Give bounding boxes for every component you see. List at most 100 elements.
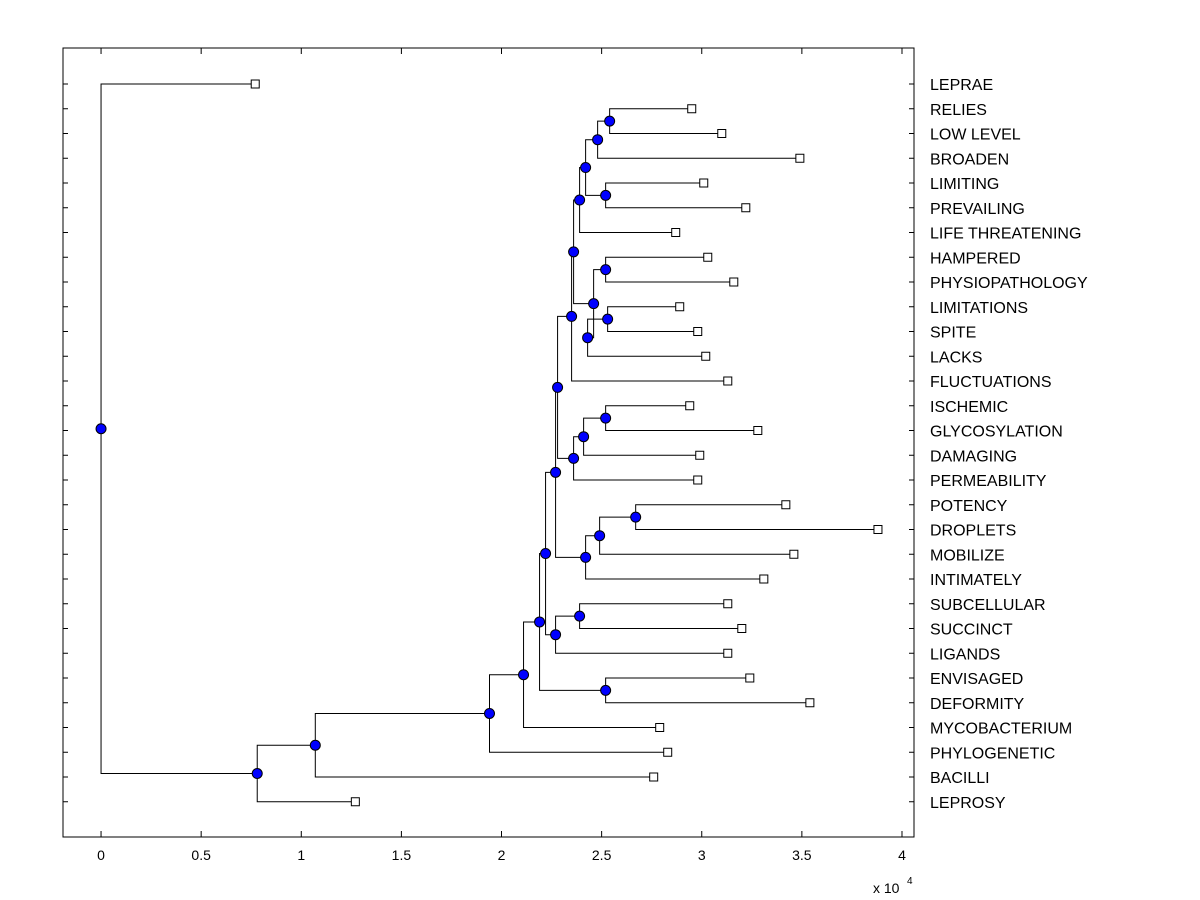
cluster-node (580, 551, 592, 563)
cluster-node (600, 189, 612, 201)
leaf-marker (723, 376, 733, 386)
cluster-node (594, 530, 606, 542)
dendrogram-link (599, 535, 794, 555)
cluster-node (588, 298, 600, 310)
leaf-marker (701, 351, 711, 361)
leaf-label: MYCOBACTERIUM (930, 721, 1072, 738)
leaf-marker (781, 500, 791, 510)
leaf-markers (250, 79, 883, 807)
cluster-node (484, 707, 496, 719)
leaf-marker (649, 772, 659, 782)
dendrogram-link (571, 316, 728, 382)
leaf-label: DROPLETS (930, 523, 1016, 540)
leaf-label: SUBCELLULAR (930, 597, 1046, 614)
leaf-marker (693, 327, 703, 336)
cluster-node (580, 162, 592, 174)
leaf-marker (350, 797, 360, 807)
dendrogram-link (256, 744, 316, 774)
x-tick-label: 1 (297, 847, 305, 863)
dendrogram-link (587, 318, 608, 338)
leaf-label: RELIES (930, 102, 987, 119)
cluster-node (574, 610, 586, 622)
leaf-label: ENVISAGED (930, 671, 1023, 688)
leaf-label: FLUCTUATIONS (930, 374, 1051, 391)
x-tick-labels: 0 0.5 1 1.5 2 2.5 3 3.5 4 (97, 847, 906, 863)
leaf-marker (693, 475, 703, 485)
dendrogram-link (314, 712, 490, 746)
leaf-marker (250, 79, 260, 89)
leaf-label: MOBILIZE (930, 547, 1005, 564)
dendrogram-link (599, 516, 636, 536)
cluster-node (604, 115, 616, 127)
dendrogram-link (597, 139, 800, 159)
dendrogram-link (573, 251, 594, 305)
dendrogram-link (539, 621, 606, 691)
leaf-label: DEFORMITY (930, 696, 1025, 713)
leaf-label: LEPROSY (930, 795, 1006, 812)
x-tick-label: 3.5 (792, 847, 812, 863)
leaf-marker (723, 599, 733, 609)
leaf-marker (789, 549, 799, 559)
leaf-label: BROADEN (930, 151, 1009, 168)
dendrogram-link (256, 773, 356, 803)
leaf-label: GLYCOSYLATION (930, 424, 1063, 441)
leaf-label: LOW LEVEL (930, 127, 1021, 144)
cluster-node (568, 246, 580, 258)
cluster-node (550, 466, 562, 478)
cluster-node (600, 264, 612, 276)
x-tick-label: 3 (698, 847, 706, 863)
cluster-node (630, 511, 642, 523)
cluster-node (568, 452, 580, 464)
plot-area (62, 47, 915, 838)
leaf-marker (805, 698, 815, 708)
dendrogram-link (489, 674, 524, 714)
x-tick-label: 0.5 (191, 847, 211, 863)
axis-ticks (63, 48, 914, 837)
cluster-node (578, 431, 590, 443)
leaf-marker (729, 277, 739, 287)
leaf-label: LIMITATIONS (930, 300, 1028, 317)
leaf-label: LEPRAE (930, 77, 993, 94)
dendrogram-link (555, 472, 586, 558)
leaf-label: INTIMATELY (930, 572, 1022, 589)
dendrogram-link (555, 634, 728, 654)
leaf-label: LIGANDS (930, 646, 1000, 663)
x-tick-label: 1.5 (392, 847, 412, 863)
cluster-node (309, 739, 321, 751)
dendrogram-link (585, 557, 764, 580)
dendrogram-link (100, 83, 256, 429)
leaf-marker (703, 252, 713, 262)
leaf-label: LIMITING (930, 176, 999, 193)
cluster-node (566, 310, 578, 322)
x-tick-label: 0 (97, 847, 105, 863)
leaf-marker (687, 104, 697, 114)
leaf-marker (759, 574, 769, 584)
cluster-node (552, 381, 564, 393)
leaf-marker (663, 747, 673, 757)
leaf-marker (745, 673, 755, 683)
leaf-marker (671, 228, 681, 237)
cluster-node (518, 669, 530, 681)
leaf-label: PHYLOGENETIC (930, 745, 1055, 762)
leaf-marker (873, 525, 883, 534)
x-tick-label: 2.5 (592, 847, 612, 863)
leaf-marker (753, 426, 763, 435)
leaf-label: BACILLI (930, 770, 990, 787)
cluster-node (251, 767, 263, 779)
dendrogram-link (583, 417, 606, 437)
leaf-label: PREVAILING (930, 201, 1025, 218)
cluster-node (574, 194, 586, 206)
cluster-node (534, 616, 546, 628)
cluster-node (600, 684, 612, 696)
x-tick-label: 4 (898, 847, 906, 863)
x-scale-exponent: 4 (907, 876, 913, 887)
leaf-marker (685, 401, 695, 411)
dendrogram-link (583, 436, 700, 456)
cluster-node (540, 548, 552, 560)
leaf-label: POTENCY (930, 498, 1008, 515)
leaf-label: HAMPERED (930, 250, 1021, 267)
leaf-marker (655, 723, 665, 732)
dendrogram-link (523, 674, 660, 728)
dendrogram-link (587, 337, 706, 357)
dendrogram-link (579, 200, 676, 233)
